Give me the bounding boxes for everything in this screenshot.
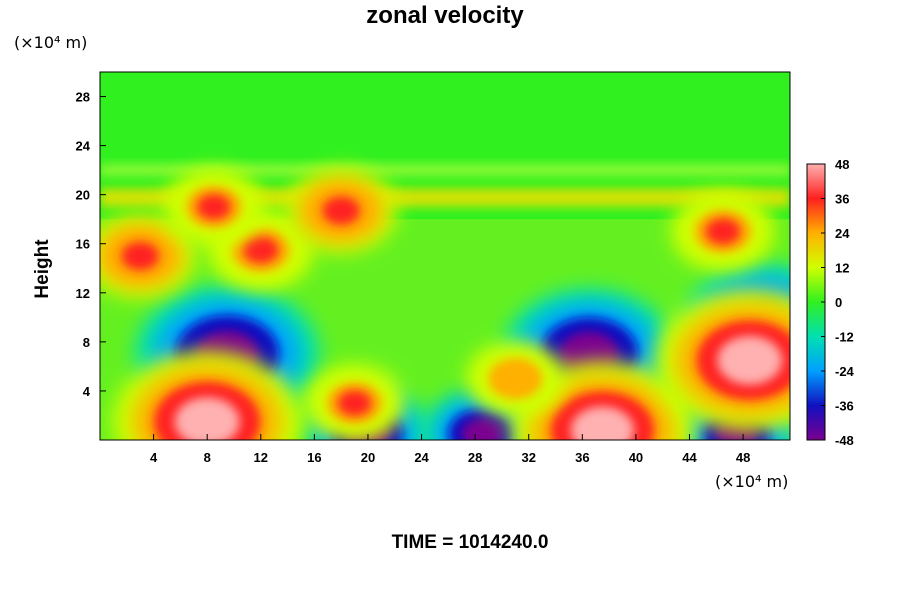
x-tick-label: 32	[522, 450, 536, 465]
feature-contour	[717, 335, 783, 385]
feature-contour	[337, 390, 372, 417]
feature-contour	[570, 406, 635, 440]
colorbar-tick-label: 24	[835, 226, 850, 241]
colorbar-tick-label: -12	[835, 330, 854, 345]
colorbar-tick-label: -36	[835, 399, 854, 414]
colorbar-tick-label: -24	[835, 364, 855, 379]
x-tick-label: 24	[414, 450, 429, 465]
x-tick-label: 36	[575, 450, 589, 465]
velocity-feature	[671, 193, 775, 270]
y-tick-label: 28	[76, 90, 90, 105]
y-axis-unit: (×10⁴ m)	[14, 33, 88, 52]
time-label: TIME = 1014240.0	[391, 532, 549, 553]
velocity-feature	[100, 214, 196, 298]
x-tick-label: 28	[468, 450, 482, 465]
colorbar-tick-label: 12	[835, 261, 849, 276]
plot-frame	[99, 71, 791, 441]
y-tick-label: 24	[76, 139, 91, 154]
y-tick-label: 16	[76, 237, 90, 252]
feature-contour	[498, 366, 532, 392]
velocity-feature	[164, 169, 264, 245]
feature-contour	[174, 397, 240, 440]
colorbar-tick-label: 0	[835, 295, 842, 310]
y-tick-label: 8	[83, 335, 90, 350]
velocity-field	[100, 72, 790, 440]
x-tick-label: 40	[629, 450, 643, 465]
x-tick-label: 44	[682, 450, 697, 465]
velocity-feature	[304, 365, 405, 440]
feature-contour	[242, 236, 279, 264]
jet-band	[100, 188, 790, 207]
feature-contour	[121, 241, 160, 271]
colorbar-ticks: 48 36 24 12 0 -12 -24 -36 -48	[821, 157, 855, 448]
y-tick-label: 12	[76, 286, 90, 301]
y-axis-ticks: 4 8 12 16 20 24 28	[76, 90, 106, 399]
feature-contour	[196, 194, 231, 220]
x-tick-label: 8	[204, 450, 211, 465]
velocity-feature	[467, 342, 564, 415]
x-axis-unit: (×10⁴ m)	[715, 472, 789, 491]
chart-title: zonal velocity	[366, 2, 524, 29]
x-tick-label: 48	[736, 450, 750, 465]
x-tick-label: 4	[150, 450, 158, 465]
y-tick-label: 20	[76, 188, 90, 203]
feature-contour	[322, 196, 361, 225]
y-tick-label: 4	[83, 384, 91, 399]
upper-band	[100, 164, 790, 177]
colorbar-tick-label: -48	[835, 433, 854, 448]
feature-contour	[705, 218, 741, 245]
velocity-feature	[655, 289, 790, 432]
velocity-feature	[112, 350, 302, 440]
colorbar-tick-label: 36	[835, 192, 849, 207]
x-tick-label: 20	[361, 450, 375, 465]
colorbar-tick-label: 48	[835, 157, 849, 172]
feature-contour	[461, 418, 503, 440]
velocity-feature	[285, 169, 397, 253]
x-axis-ticks: 4 8 12 16 20 24 28 32 36 40 44 48	[150, 434, 750, 465]
x-tick-label: 12	[254, 450, 268, 465]
x-tick-label: 16	[307, 450, 321, 465]
